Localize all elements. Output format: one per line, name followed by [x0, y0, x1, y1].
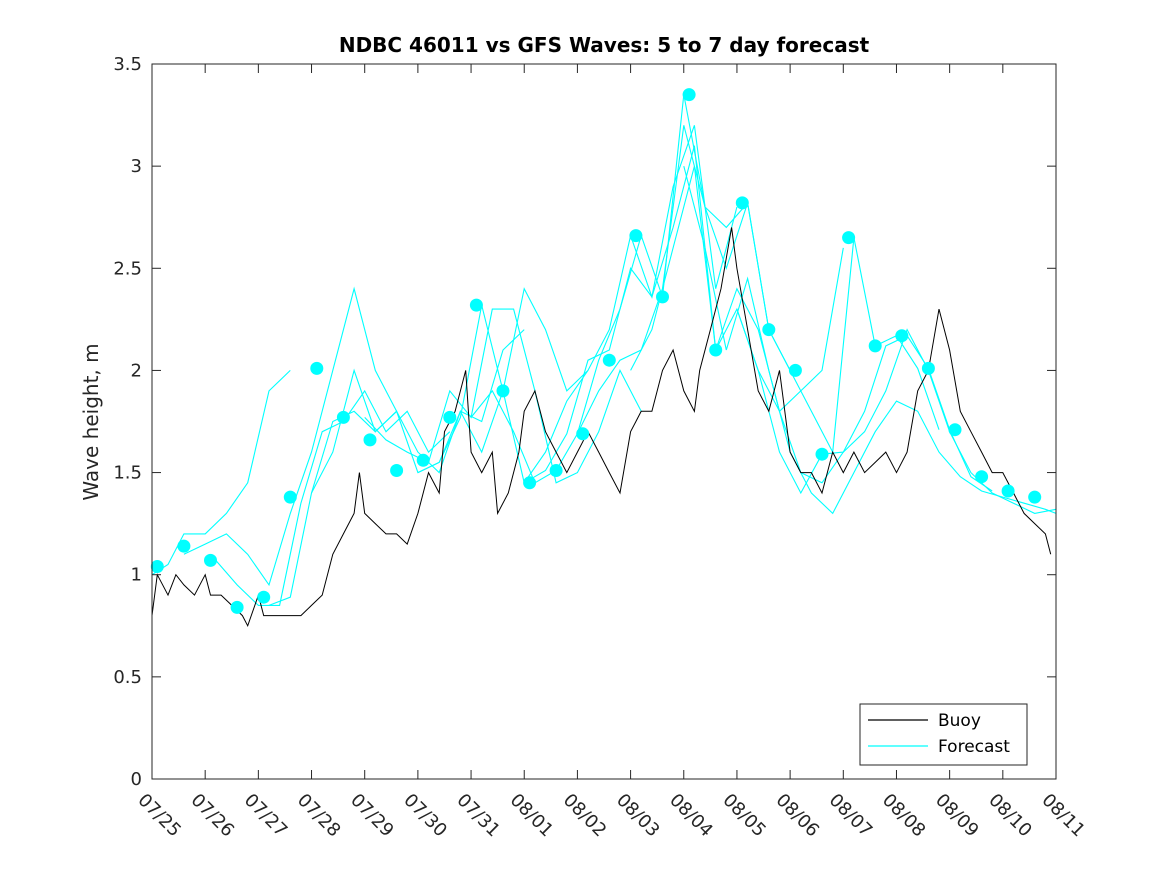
forecast-marker	[602, 353, 616, 367]
forecast-marker	[177, 539, 191, 553]
forecast-marker	[948, 423, 962, 437]
y-axis-label: Wave height, m	[79, 343, 103, 500]
forecast-marker	[496, 384, 510, 398]
legend-buoy-label: Buoy	[938, 711, 981, 731]
forecast-marker	[762, 323, 776, 337]
forecast-marker	[815, 447, 829, 461]
chart-title: NDBC 46011 vs GFS Waves: 5 to 7 day fore…	[339, 33, 870, 57]
forecast-marker	[629, 229, 643, 243]
forecast-marker	[842, 231, 856, 245]
buoy-series	[151, 227, 1052, 628]
legend-forecast-label: Forecast	[938, 737, 1010, 757]
forecast-marker	[682, 88, 696, 102]
buoy-line	[151, 227, 1052, 628]
forecast-marker	[443, 410, 457, 424]
forecast-run-8	[470, 94, 791, 484]
forecast-marker	[1028, 490, 1042, 504]
y-tick-label: 1	[131, 565, 142, 586]
forecast-marker	[204, 553, 217, 567]
forecast-marker	[390, 464, 404, 477]
y-tick-label: 3.5	[113, 54, 142, 75]
forecast-run-6	[364, 308, 642, 484]
forecast-run-1	[151, 370, 291, 576]
forecast-marker	[523, 476, 537, 490]
forecast-marker	[1001, 484, 1015, 498]
forecast-marker	[336, 410, 350, 424]
forecast-marker	[709, 343, 723, 357]
forecast-run-7	[417, 125, 738, 485]
y-tick-label: 0.5	[113, 667, 142, 688]
y-tick-label: 3	[131, 156, 142, 177]
forecast-run-2	[183, 286, 398, 587]
forecast-markers	[150, 88, 1042, 614]
legend-box	[859, 703, 1028, 766]
forecast-marker	[469, 298, 483, 312]
forecast-run-12	[683, 165, 1057, 515]
y-tick-label: 1.5	[113, 463, 142, 484]
forecast-marker	[576, 427, 590, 441]
forecast-marker	[788, 363, 802, 377]
forecast-marker	[895, 329, 909, 343]
forecast-marker	[150, 560, 164, 573]
forecast-marker	[868, 339, 882, 353]
forecast-run-9	[523, 145, 844, 484]
forecast-marker	[363, 433, 377, 447]
y-tick-label: 2	[131, 360, 142, 381]
forecast-marker	[921, 361, 935, 375]
y-tick-label: 2.5	[113, 258, 142, 279]
y-tick-label: 0	[131, 769, 142, 790]
plot-frame	[151, 63, 1057, 780]
forecast-run-5	[311, 287, 589, 494]
forecast-marker	[735, 196, 749, 210]
forecast-run-3	[215, 389, 451, 606]
forecast-marker	[975, 470, 989, 484]
forecast-marker	[230, 600, 244, 614]
forecast-marker	[310, 361, 324, 375]
forecast-marker	[283, 490, 297, 504]
forecast-marker	[257, 590, 271, 604]
forecast-marker	[656, 290, 669, 304]
legend: Buoy Forecast	[859, 703, 1028, 766]
forecast-marker	[416, 453, 430, 467]
forecast-marker	[549, 464, 563, 477]
forecast-run-13	[736, 308, 1057, 514]
